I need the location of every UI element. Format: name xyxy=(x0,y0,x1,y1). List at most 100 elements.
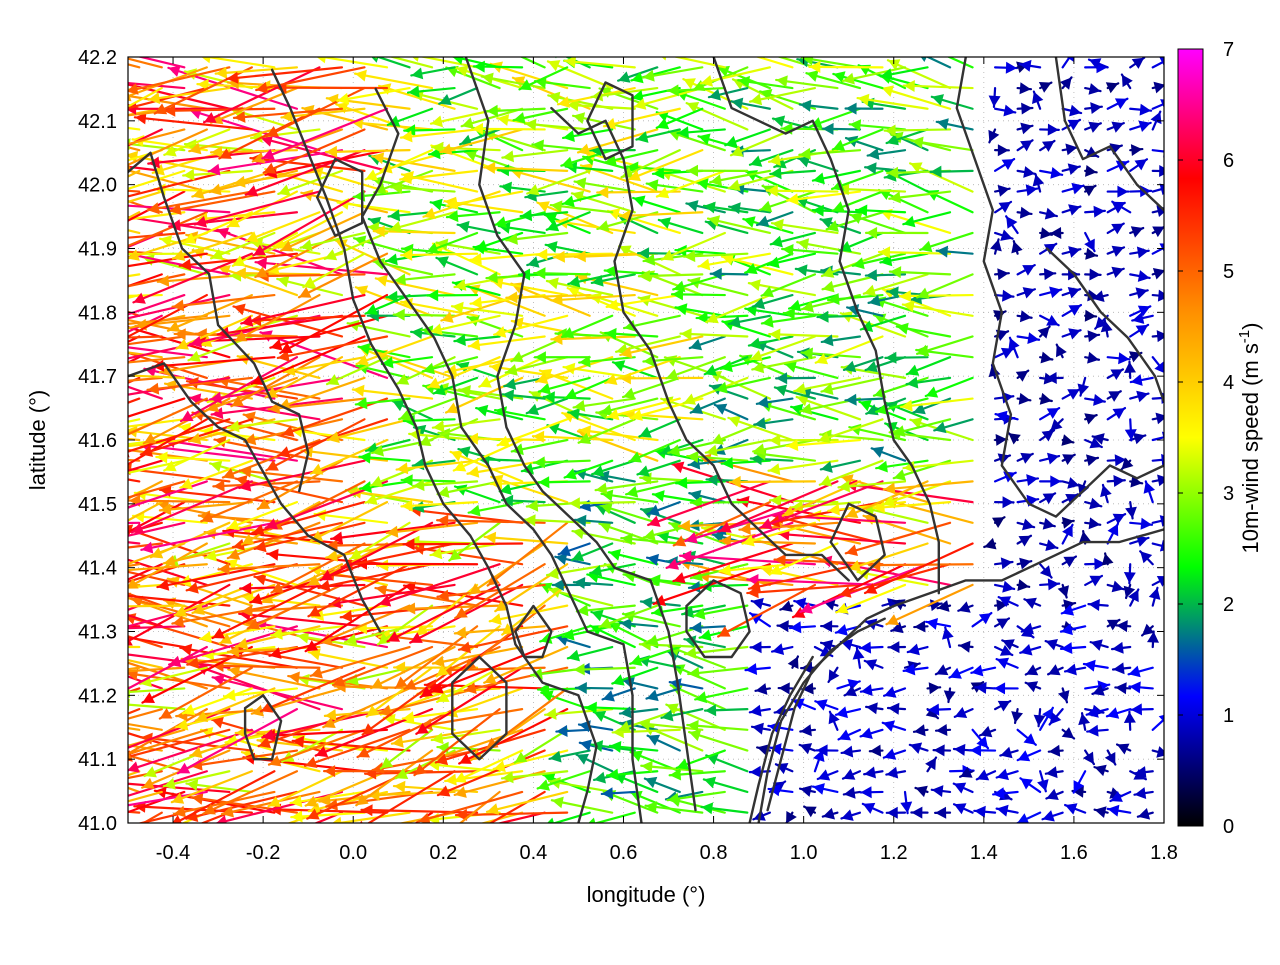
wind-arrow-head xyxy=(47,585,58,597)
wind-arrow-head xyxy=(74,336,86,348)
wind-arrow xyxy=(4,519,139,531)
wind-arrow-head xyxy=(63,279,75,291)
wind-arrow-head xyxy=(73,340,85,352)
wind-arrow-head xyxy=(47,305,59,316)
wind-arrow-head xyxy=(65,728,77,740)
wind-arrow-shaft xyxy=(730,481,815,482)
wind-arrow-head xyxy=(67,710,79,722)
wind-arrow-head xyxy=(87,291,98,303)
wind-arrow-head xyxy=(10,524,22,536)
wind-arrow-head xyxy=(42,363,55,374)
wind-arrow-head xyxy=(39,274,52,285)
wind-arrow-head xyxy=(31,715,43,726)
wind-arrow-head xyxy=(1159,165,1170,177)
wind-arrow-head xyxy=(82,207,94,218)
wind-arrow-head xyxy=(49,605,62,616)
wind-arrow-head xyxy=(102,647,114,659)
wind-arrow-head xyxy=(111,589,123,601)
wind-arrow-head xyxy=(112,655,124,666)
wind-arrow xyxy=(10,524,139,543)
wind-arrow-head xyxy=(51,334,62,346)
wind-arrow-head xyxy=(103,342,115,354)
wind-arrow-head xyxy=(83,801,95,813)
wind-arrow-shaft xyxy=(39,454,140,460)
wind-arrow-head xyxy=(117,164,129,176)
wind-arrow-shaft xyxy=(15,624,139,626)
wind-arrow-head xyxy=(57,791,69,802)
wind-arrow-head xyxy=(108,215,120,227)
wind-arrow-head xyxy=(1163,146,1175,158)
wind-arrow-head xyxy=(73,714,85,725)
wind-arrow-shaft xyxy=(47,585,139,592)
wind-arrow-head xyxy=(100,392,112,404)
wind-arrow-head xyxy=(59,210,71,222)
wind-arrow-head xyxy=(112,89,124,101)
wind-arrow xyxy=(34,709,139,752)
wind-arrow-head xyxy=(95,327,107,339)
wind-arrow-head xyxy=(102,601,113,613)
wind-arrow-head xyxy=(53,549,65,561)
wind-arrow-head xyxy=(90,163,102,175)
wind-arrow-head xyxy=(53,72,65,84)
wind-arrow-head xyxy=(42,584,54,595)
wind-arrow-head xyxy=(67,304,79,316)
wind-arrow xyxy=(47,585,139,597)
wind-arrow-head xyxy=(100,209,112,221)
wind-arrow-head xyxy=(88,265,100,277)
wind-arrow-head xyxy=(57,611,69,622)
wind-arrow-head xyxy=(53,242,64,254)
wind-arrow-head xyxy=(31,179,42,191)
wind-arrow-head xyxy=(79,646,91,658)
wind-arrow-head xyxy=(41,644,53,655)
wind-arrow-head xyxy=(79,515,91,526)
wind-arrow-head xyxy=(104,777,115,789)
wind-arrow-head xyxy=(79,288,91,300)
wind-arrow-head xyxy=(86,533,99,544)
wind-arrow-head xyxy=(4,519,15,531)
wind-arrow-head xyxy=(47,538,60,549)
wind-arrow-head xyxy=(45,123,57,135)
wind-arrow-head xyxy=(63,178,75,189)
wind-arrow-head xyxy=(116,191,128,203)
wind-arrow-head xyxy=(224,851,236,862)
wind-arrow-head xyxy=(34,741,46,752)
wind-arrow-shaft xyxy=(102,606,185,607)
wind-arrow-head xyxy=(63,241,75,252)
wind-arrow-head xyxy=(107,76,119,88)
wind-arrow-head xyxy=(59,329,71,340)
wind-arrow-head xyxy=(102,340,115,351)
wind-arrow-head xyxy=(115,564,126,576)
wind-arrow-head xyxy=(51,427,63,439)
wind-arrow-head xyxy=(66,115,78,127)
wind-arrow-head xyxy=(80,343,92,355)
wind-arrow-shaft xyxy=(34,709,139,750)
wind-arrow-head xyxy=(330,869,343,880)
wind-arrow-head xyxy=(88,667,99,679)
wind-arrow-head xyxy=(136,835,149,846)
wind-arrow-head xyxy=(91,145,103,157)
wind-arrow-shaft xyxy=(10,529,139,544)
wind-arrow-shaft xyxy=(401,254,477,255)
wind-arrow-head xyxy=(43,277,55,288)
wind-arrow-head xyxy=(56,784,68,796)
wind-arrow-head xyxy=(54,624,65,636)
wind-arrow-head xyxy=(66,857,79,868)
wind-arrow-head xyxy=(47,672,59,684)
wind-arrow-head xyxy=(47,547,59,559)
wind-arrow-head xyxy=(48,711,60,723)
wind-arrow-shaft xyxy=(33,73,139,109)
wind-arrow-head xyxy=(367,822,379,834)
wind-arrow-head xyxy=(55,544,67,556)
wind-arrow-head xyxy=(83,584,94,596)
wind-arrow xyxy=(59,210,139,233)
wind-arrow-head xyxy=(244,830,256,841)
wind-arrow-shaft xyxy=(403,544,522,545)
wind-arrow-head xyxy=(62,92,74,104)
wind-arrow-head xyxy=(47,174,60,185)
wind-arrow-head xyxy=(61,641,72,653)
wind-arrow-head xyxy=(35,277,47,288)
wind-arrow xyxy=(15,619,139,631)
wind-arrow-shaft xyxy=(113,254,184,255)
